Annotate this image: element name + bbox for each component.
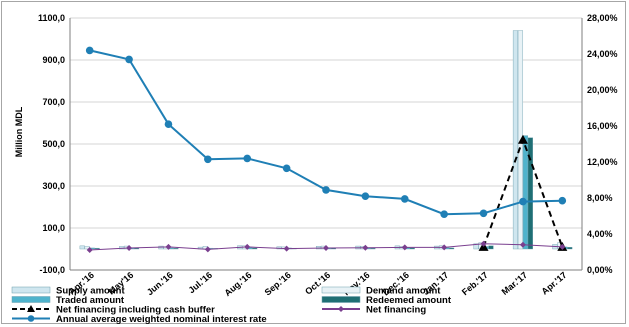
- bar: [567, 247, 573, 250]
- circle-marker: [125, 55, 133, 64]
- y2-tick-label: 8,00%: [587, 193, 613, 203]
- diamond-marker: [204, 246, 211, 253]
- legend-swatch: [321, 286, 361, 294]
- diamond-marker: [401, 244, 408, 251]
- bar: [527, 137, 533, 250]
- circle-marker: [85, 46, 94, 55]
- x-tick-label: Jul.'16: [187, 270, 215, 295]
- circle-marker: [322, 186, 330, 194]
- triangle-marker: [517, 134, 528, 144]
- diamond-marker: [244, 243, 251, 250]
- y-tick-label: 900,0: [42, 55, 65, 65]
- circle-marker: [164, 120, 173, 128]
- legend-swatch: [11, 296, 51, 303]
- diamond-marker: [283, 245, 290, 252]
- x-tick-label: Sep.'16: [263, 270, 293, 298]
- circle-marker: [519, 197, 527, 206]
- diamond-marker: [480, 240, 487, 247]
- y2-tick-label: 0,00%: [587, 265, 613, 275]
- bar: [94, 247, 100, 250]
- bar: [473, 243, 479, 250]
- legend-marker: [27, 315, 35, 322]
- bar: [79, 245, 85, 250]
- diamond-marker: [165, 243, 172, 250]
- diamond-marker: [519, 241, 526, 248]
- bar: [409, 247, 415, 250]
- y2-tick-label: 28,00%: [587, 13, 618, 23]
- bar: [449, 247, 455, 250]
- diamond-marker: [126, 244, 133, 251]
- bar: [512, 30, 519, 250]
- legend-label: Annual average weighted nominal interest…: [56, 314, 267, 325]
- legend-label: Net financing: [366, 305, 426, 316]
- circle-marker: [282, 164, 291, 173]
- x-tick-label: Apr.'17: [539, 270, 568, 297]
- bar: [488, 245, 494, 250]
- y-tick-label: -100,0: [39, 265, 65, 275]
- x-tick-label: Feb.'17: [460, 270, 490, 297]
- bar: [370, 247, 376, 250]
- diamond-marker: [323, 244, 329, 251]
- legend-marker: [338, 306, 344, 312]
- y-tick-label: 100,0: [42, 223, 65, 233]
- y2-tick-label: 20,00%: [587, 85, 618, 95]
- bar: [522, 135, 528, 250]
- circle-marker: [558, 196, 567, 205]
- circle-marker: [204, 155, 212, 164]
- x-tick-label: Jun.'16: [145, 270, 175, 297]
- y-tick-label: 700,0: [42, 97, 65, 107]
- y-tick-label: 1100,0: [38, 13, 65, 23]
- circle-marker: [361, 192, 370, 200]
- diamond-marker: [559, 243, 566, 250]
- legend-swatch: [11, 286, 51, 294]
- bar: [173, 247, 179, 250]
- y2-tick-label: 4,00%: [587, 229, 613, 239]
- y-tick-label: 500,0: [42, 139, 65, 149]
- legend-label: Net financing including cash buffer: [56, 305, 215, 316]
- y2-tick-label: 12,00%: [587, 157, 618, 167]
- circle-marker: [479, 209, 488, 218]
- y-tick-label: 300,0: [42, 181, 65, 191]
- legend-marker: [27, 305, 35, 312]
- legend-swatch: [321, 296, 361, 303]
- diamond-marker: [362, 244, 369, 251]
- y2-tick-label: 24,00%: [587, 49, 618, 59]
- diamond-marker: [441, 244, 448, 251]
- bar: [252, 247, 258, 250]
- legend-label: Supply amount: [56, 286, 125, 297]
- y-axis-title: Million MDL: [14, 106, 24, 157]
- y2-tick-label: 16,00%: [587, 121, 618, 131]
- circle-marker: [400, 195, 409, 203]
- legend-label: Demand amount: [366, 286, 441, 297]
- legend-label: Traded amount: [56, 295, 125, 306]
- circle-marker: [243, 154, 252, 163]
- legend-label: Redeemed amount: [366, 295, 452, 306]
- circle-marker: [440, 210, 448, 218]
- diamond-marker: [86, 247, 93, 254]
- x-tick-label: Mar.'17: [500, 270, 530, 297]
- x-tick-label: Aug.'16: [222, 270, 253, 298]
